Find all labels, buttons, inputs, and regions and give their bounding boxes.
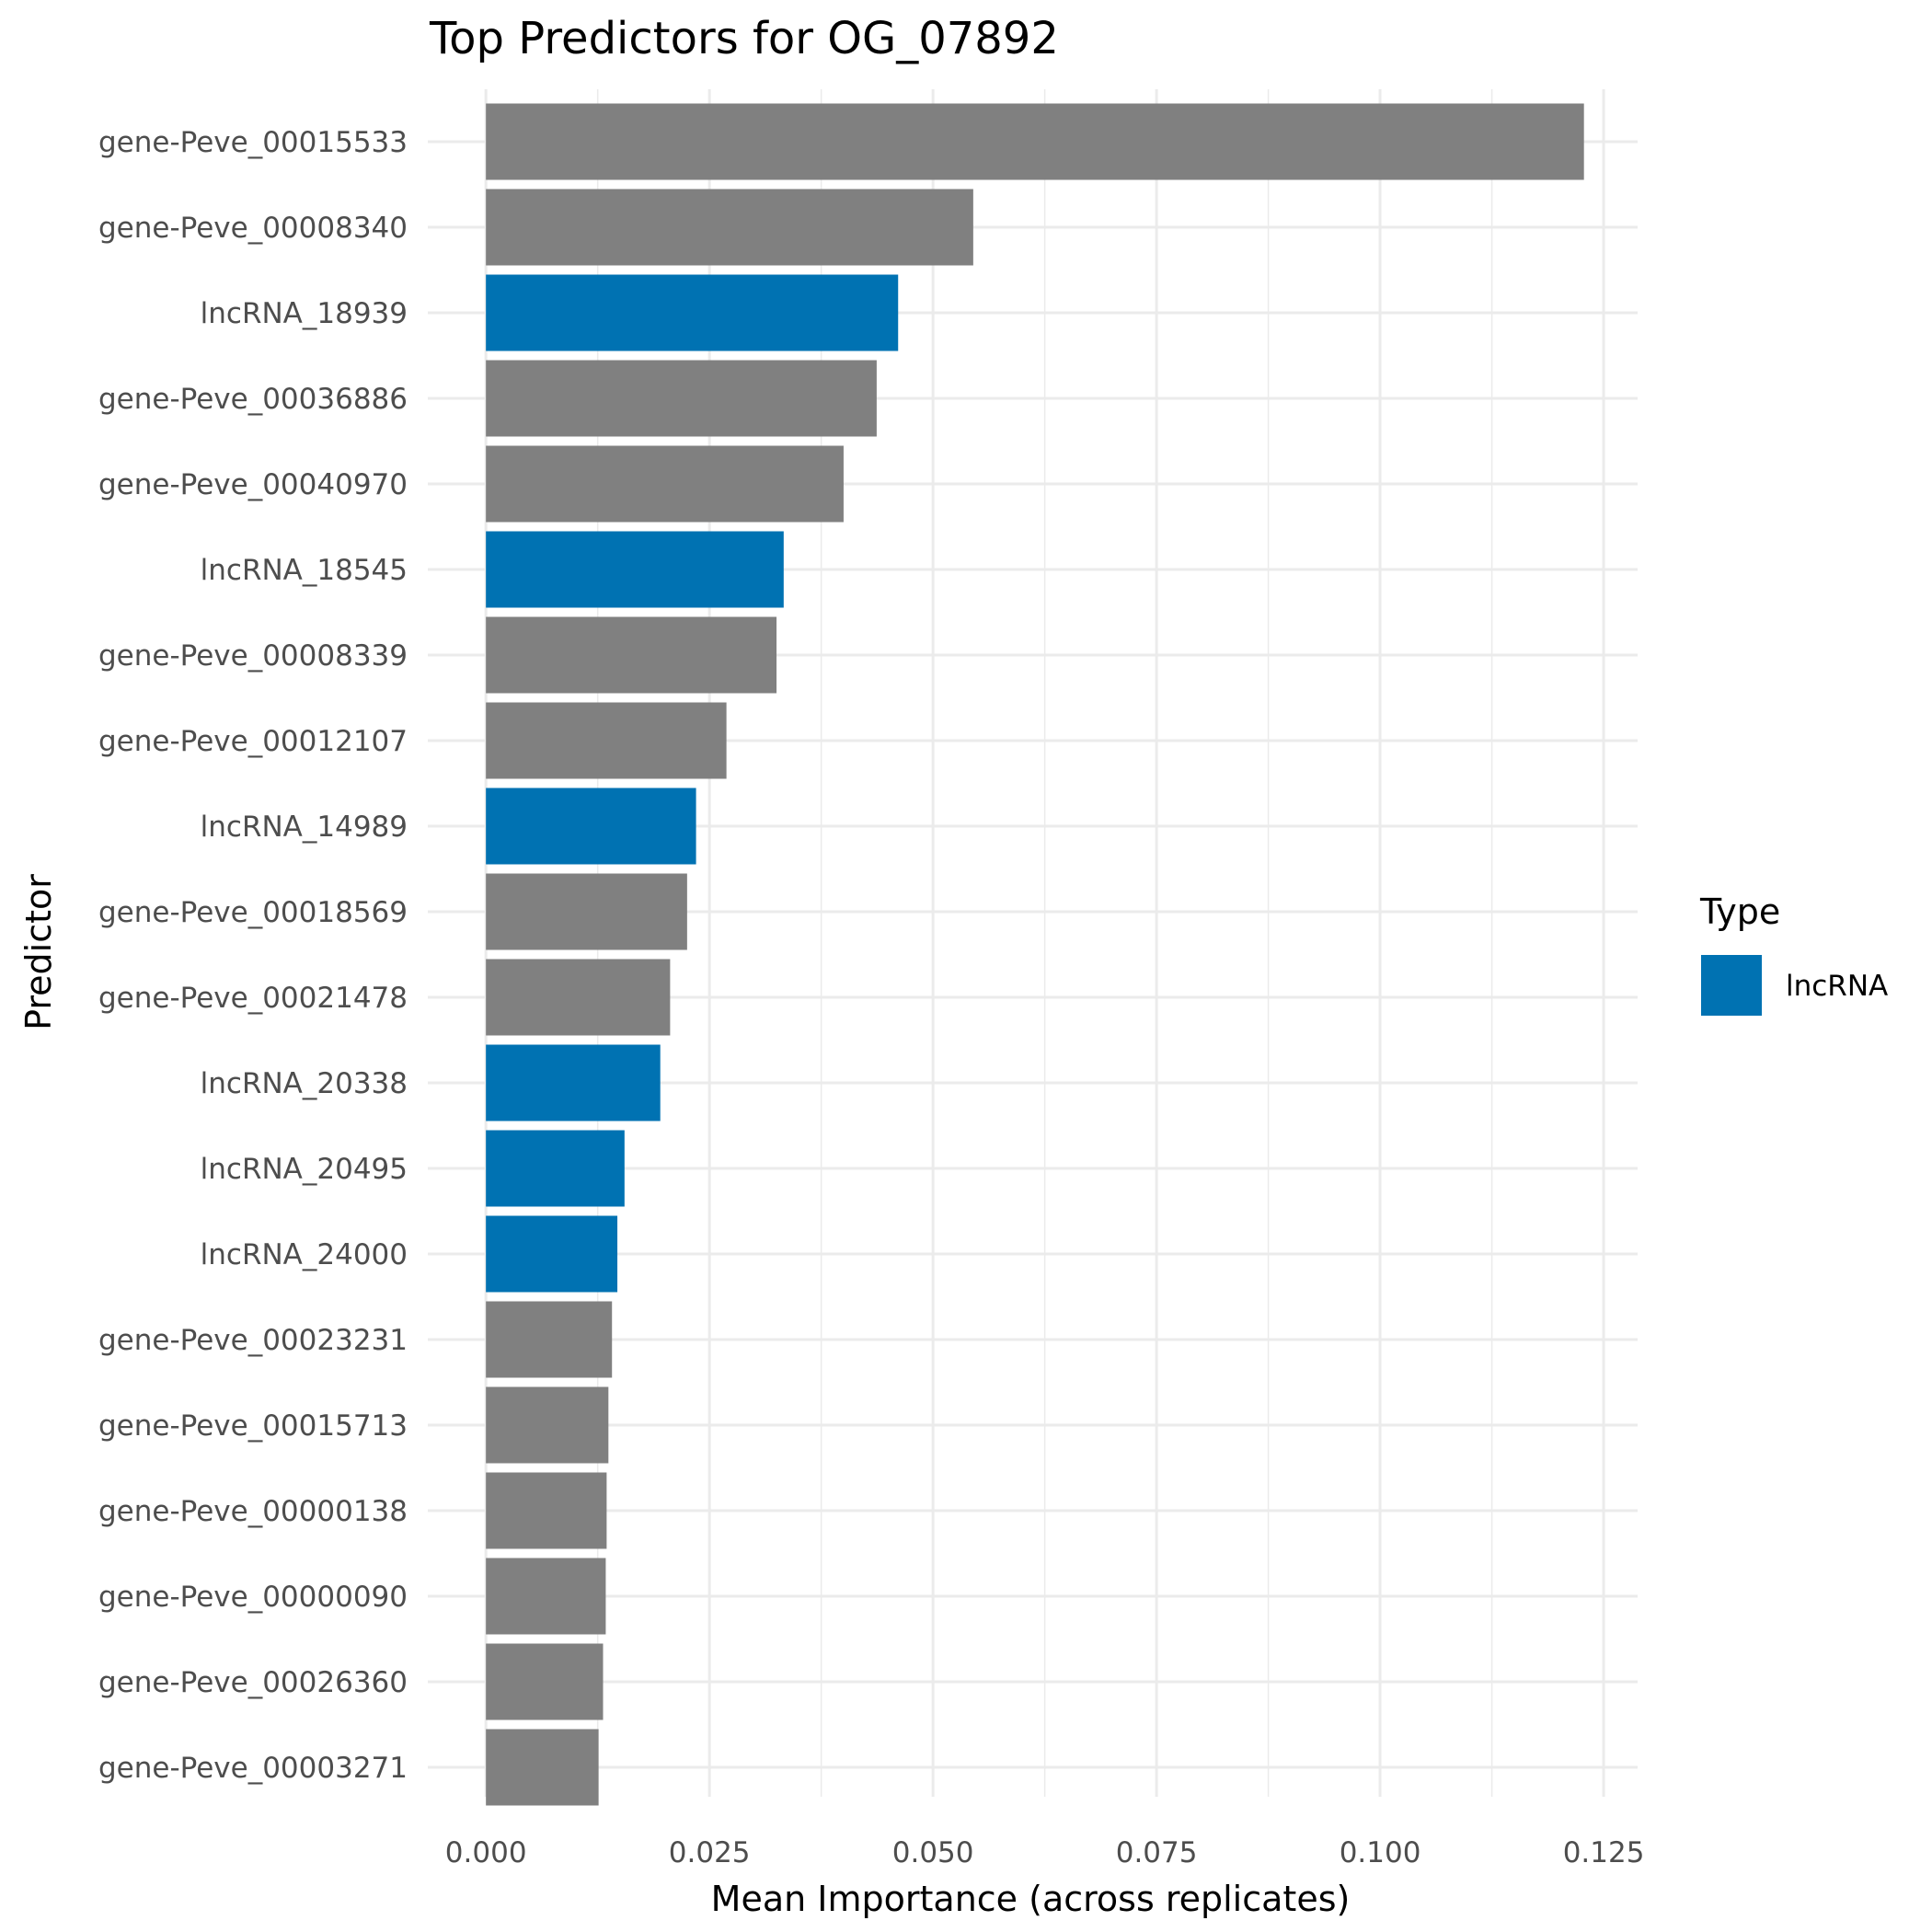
y-tick-label: gene-Peve_00003271	[98, 1752, 408, 1785]
y-tick-label: gene-Peve_00018569	[98, 896, 408, 929]
bar	[486, 360, 877, 437]
bar	[486, 616, 777, 694]
x-tick-label: 0.000	[445, 1836, 527, 1869]
y-tick-labels: gene-Peve_00015533 gene-Peve_00008340 lncR…	[98, 126, 408, 1785]
y-tick-label: lncRNA_18545	[201, 554, 408, 587]
y-tick-label: lncRNA_20495	[201, 1153, 408, 1186]
y-tick-label: gene-Peve_00021478	[98, 982, 408, 1015]
y-tick-label: lncRNA_20338	[201, 1067, 408, 1100]
bar	[486, 1130, 625, 1207]
x-tick-label: 0.125	[1563, 1836, 1645, 1869]
y-tick-label: gene-Peve_00015533	[98, 126, 408, 159]
bar	[486, 103, 1584, 180]
bar	[486, 274, 899, 351]
bar	[486, 1301, 613, 1378]
bar	[486, 445, 844, 523]
y-tick-label: gene-Peve_00008340	[98, 212, 408, 245]
bar	[486, 1643, 604, 1720]
bar	[486, 1472, 607, 1549]
y-tick-label: gene-Peve_00023231	[98, 1324, 408, 1357]
bar	[486, 788, 696, 865]
bar	[486, 1558, 606, 1635]
y-tick-label: gene-Peve_00008339	[98, 639, 408, 673]
x-tick-label: 0.075	[1116, 1836, 1198, 1869]
bar	[486, 189, 973, 266]
y-axis-title: Predictor	[18, 874, 59, 1030]
bar	[486, 1044, 661, 1121]
x-tick-label: 0.025	[669, 1836, 751, 1869]
y-tick-label: gene-Peve_00000138	[98, 1495, 408, 1528]
bar	[486, 702, 727, 779]
legend-title: Type	[1699, 891, 1780, 932]
y-tick-label: lncRNA_24000	[201, 1238, 408, 1271]
bar	[486, 1215, 618, 1293]
bar-layer	[486, 103, 1584, 1806]
bar	[486, 873, 687, 950]
y-tick-label: gene-Peve_00000090	[98, 1581, 408, 1614]
y-tick-label: gene-Peve_00026360	[98, 1666, 408, 1699]
x-tick-label: 0.050	[892, 1836, 974, 1869]
y-tick-label: gene-Peve_00012107	[98, 725, 408, 758]
y-tick-label: lncRNA_14989	[201, 811, 408, 844]
legend: Type lncRNA	[1699, 891, 1888, 1016]
x-axis-title: Mean Importance (across replicates)	[711, 1879, 1351, 1919]
y-tick-label: gene-Peve_00015713	[98, 1409, 408, 1443]
y-tick-label: gene-Peve_00040970	[98, 468, 408, 501]
legend-label-lncrna: lncRNA	[1786, 970, 1888, 1003]
bar	[486, 531, 784, 608]
x-tick-label: 0.100	[1340, 1836, 1421, 1869]
y-tick-label: gene-Peve_00036886	[98, 383, 408, 416]
x-tick-labels: 0.000 0.025 0.050 0.075 0.100 0.125	[445, 1836, 1645, 1869]
y-tick-label: lncRNA_18939	[201, 297, 408, 330]
legend-swatch-lncrna	[1701, 955, 1762, 1016]
bar	[486, 1386, 609, 1464]
bar	[486, 1729, 599, 1806]
bar	[486, 959, 671, 1036]
chart-title: Top Predictors for OG_07892	[429, 13, 1059, 64]
